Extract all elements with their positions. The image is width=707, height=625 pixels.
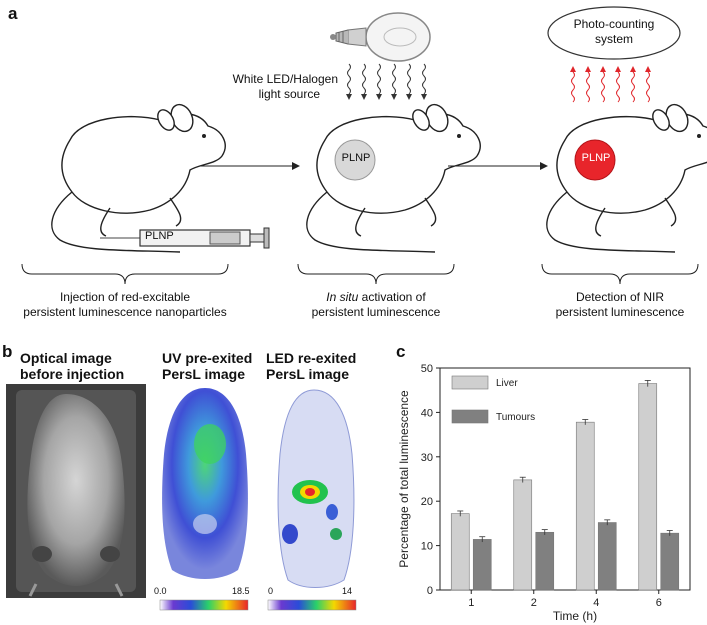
legend-swatch-tumours (451, 409, 489, 424)
uv-persl-image (150, 384, 260, 584)
photocounting-system-label: Photo-counting system (573, 17, 655, 46)
excitation-light-arrows (346, 63, 427, 100)
mouse-detection-illustration (546, 103, 707, 253)
bar-tumours (597, 522, 617, 591)
plnp-active-label: PLNP (581, 152, 611, 164)
luminescence-bar-chart: 0 10 20 30 40 50 Percentage of total luminesce… (397, 363, 691, 623)
bar-tumours (660, 532, 680, 591)
panel-letter-b: b (2, 342, 13, 361)
led-persl-image (266, 384, 366, 598)
optical-image-title: Optical image before injection (20, 350, 125, 382)
emission-light-arrows (570, 66, 651, 103)
y-tick-label: 20 (421, 496, 433, 508)
step-arrow-1 (200, 162, 300, 170)
led-image-title: LED re-exited PersL image (266, 350, 357, 382)
bar-liver (513, 479, 533, 591)
panel-letter-c: c (396, 342, 406, 361)
legend-swatch-liver (451, 375, 489, 390)
step-arrow-2 (448, 162, 548, 170)
bar-tumours (535, 531, 555, 591)
uv-color-scale-bar (159, 599, 249, 611)
led-color-scale-bar (267, 599, 357, 611)
legend-label-tumours: Tumours (496, 412, 535, 423)
mouse-activation-illustration (306, 103, 481, 253)
bar-liver (575, 421, 595, 591)
uv-scale-max: 18.5 (232, 586, 250, 596)
bar-tumours (472, 539, 492, 591)
plot-frame (439, 367, 691, 591)
syringe-icon (100, 227, 270, 249)
step2-caption: In situ activation of persistent lumines… (311, 290, 441, 319)
light-source-label: White LED/Halogen light source (232, 72, 338, 101)
uv-scale-min: 0.0 (154, 586, 167, 596)
x-axis-label: Time (h) (553, 609, 597, 623)
x-tick-label: 6 (656, 597, 662, 609)
photocounting-system-ellipse (547, 6, 681, 60)
x-tick-label: 4 (593, 597, 599, 609)
bar-liver (450, 513, 470, 591)
brace-step-1 (21, 263, 229, 285)
syringe-label: PLNP (145, 230, 174, 242)
optical-mouse-photo (6, 384, 146, 598)
uv-image-title: UV pre-exited PersL image (162, 350, 253, 382)
step3-caption: Detection of NIR persistent luminescence (555, 290, 685, 319)
led-scale-max: 14 (342, 586, 353, 596)
x-tick-label: 1 (468, 597, 474, 609)
step1-caption: Injection of red-excitable persistent lu… (23, 290, 227, 319)
brace-step-2 (297, 263, 455, 285)
y-tick-label: 30 (421, 452, 433, 464)
plnp-inactive-label: PLNP (341, 152, 371, 164)
brace-step-3 (541, 263, 699, 285)
y-tick-label: 40 (421, 407, 433, 419)
mouse-injection-illustration (51, 103, 226, 253)
y-axis-label: Percentage of total luminescence (397, 390, 411, 568)
bar-liver (638, 383, 658, 591)
x-tick-label: 2 (531, 597, 537, 609)
legend-label-liver: Liver (496, 378, 518, 389)
led-scale-min: 0 (268, 586, 274, 596)
panel-letter-a: a (8, 4, 18, 23)
y-tick-label: 10 (421, 541, 433, 553)
light-bulb-icon (330, 12, 431, 62)
y-tick-label: 50 (421, 363, 433, 375)
y-tick-label: 0 (427, 585, 433, 597)
